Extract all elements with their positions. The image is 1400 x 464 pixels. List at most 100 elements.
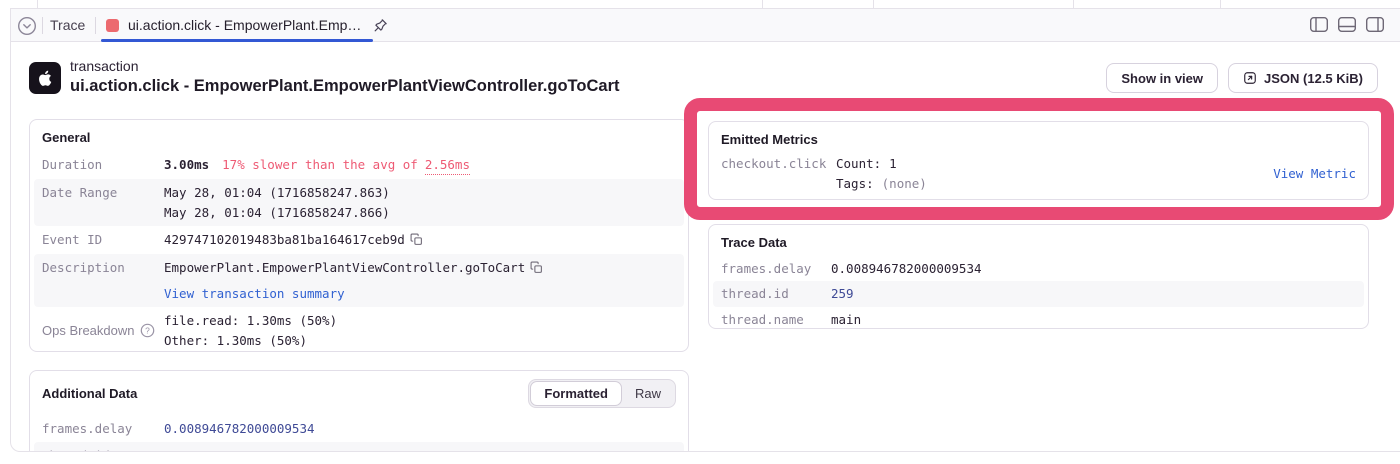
divider	[1220, 0, 1221, 8]
chevron-down-circle-icon	[17, 16, 37, 36]
duration-row: Duration 3.00ms 17% slower than the avg o…	[34, 151, 684, 179]
format-toggle-raw[interactable]: Raw	[634, 386, 661, 401]
show-in-view-label: Show in view	[1121, 70, 1204, 86]
copy-icon	[410, 233, 422, 246]
date-range-end: May 28, 01:04 (1716858247.866)	[164, 204, 390, 220]
table-row: thread.name main	[713, 307, 1364, 332]
additional-row-value: 0.008946782000009534	[164, 421, 315, 436]
layout-toggle-group	[1310, 17, 1384, 32]
additional-row-key: thread.id	[42, 446, 164, 451]
metric-count-value: 1	[889, 156, 897, 171]
average-duration-value[interactable]: 2.56ms	[424, 155, 470, 176]
description-row: Description EmpowerPlant.EmpowerPlantVie…	[34, 253, 684, 308]
show-in-view-button[interactable]: Show in view	[1106, 63, 1219, 93]
view-transaction-summary-link[interactable]: View transaction summary	[164, 285, 345, 301]
divider	[42, 17, 43, 34]
divider	[762, 0, 763, 8]
duration-key: Duration	[42, 157, 103, 172]
ops-breakdown-line1: file.read: 1.30ms (50%)	[164, 313, 338, 329]
active-tab-underline	[101, 39, 373, 42]
copy-event-id-button[interactable]	[410, 233, 423, 246]
trace-data-heading: Trace Data	[721, 235, 787, 250]
pin-tab-button[interactable]	[372, 17, 389, 34]
duration-comparison: 17% slower than the avg of 2.56ms	[222, 155, 470, 176]
event-id-row: Event ID 429747102019483ba81ba164617ceb9…	[34, 226, 684, 253]
trace-row-key: frames.delay	[721, 261, 812, 276]
svg-text:?: ?	[145, 326, 150, 336]
description-key: Description	[42, 259, 125, 275]
date-range-key: Date Range	[42, 185, 118, 201]
tab-transaction-label: ui.action.click - EmpowerPlant.Emp…	[128, 17, 362, 33]
trace-row-value: main	[831, 311, 862, 327]
divider	[95, 17, 96, 34]
description-value: EmpowerPlant.EmpowerPlantViewController.…	[164, 258, 543, 304]
duration-number: 3.00ms	[164, 157, 210, 172]
table-row: thread.id 259	[34, 442, 684, 451]
general-heading: General	[42, 130, 91, 145]
pin-icon	[375, 18, 388, 31]
top-strip	[0, 0, 1400, 8]
event-id-value: 429747102019483ba81ba164617ceb9d	[164, 230, 423, 249]
date-range-start: May 28, 01:04 (1716858247.863)	[164, 185, 390, 201]
help-circle-icon[interactable]: ?	[140, 323, 155, 338]
description-text: EmpowerPlant.EmpowerPlantViewController.…	[164, 259, 526, 275]
collapse-drawer-button[interactable]	[17, 16, 37, 36]
duration-value: 3.00ms 17% slower than the avg of 2.56ms	[164, 155, 470, 176]
trace-row-key: thread.name	[721, 311, 804, 327]
metric-row: checkout.click Count: 1 Tags: (none) Vie…	[709, 153, 1368, 194]
view-metric-link[interactable]: View Metric	[1273, 166, 1356, 181]
general-section: General Duration 3.00ms 17% slower than t…	[29, 119, 689, 352]
metric-name: checkout.click	[721, 156, 827, 171]
layout-panel-left-button[interactable]	[1310, 17, 1328, 32]
emitted-metrics-heading: Emitted Metrics	[721, 132, 818, 147]
trace-data-section: Trace Data frames.delay 0.00894678200000…	[708, 224, 1369, 329]
table-row: thread.id 259	[713, 281, 1364, 307]
event-type-label: transaction	[70, 58, 139, 74]
ops-breakdown-value: file.read: 1.30ms (50%) Other: 1.30ms (5…	[164, 311, 337, 350]
date-range-value: May 28, 01:04 (1716858247.863) May 28, 0…	[164, 183, 390, 222]
divider	[37, 0, 38, 8]
tab-transaction-active[interactable]: ui.action.click - EmpowerPlant.Emp…	[106, 9, 389, 41]
copy-description-button[interactable]	[530, 261, 543, 274]
project-avatar	[29, 62, 61, 94]
emitted-metrics-section: Emitted Metrics checkout.click Count: 1 …	[708, 121, 1369, 200]
table-row: frames.delay 0.008946782000009534	[713, 256, 1364, 281]
ops-breakdown-label: Ops Breakdown	[42, 322, 135, 338]
format-toggle: Formatted Raw	[528, 379, 676, 408]
open-external-icon	[1244, 72, 1256, 84]
transaction-title: ui.action.click - EmpowerPlant.EmpowerPl…	[70, 77, 620, 95]
json-button-label: JSON (12.5 KiB)	[1264, 70, 1363, 86]
panel-left-icon	[1310, 17, 1328, 32]
table-row: frames.delay 0.008946782000009534	[34, 415, 684, 442]
transaction-type-swatch	[106, 18, 119, 32]
divider	[1073, 0, 1074, 8]
date-range-row: Date Range May 28, 01:04 (1716858247.863…	[34, 179, 684, 227]
additional-data-heading: Additional Data	[42, 386, 138, 401]
ops-breakdown-key: Ops Breakdown ?	[42, 321, 164, 341]
trace-drawer-pane: Trace ui.action.click - EmpowerPlant.Emp…	[10, 8, 1400, 452]
json-download-button[interactable]: JSON (12.5 KiB)	[1228, 63, 1378, 93]
trace-row-value: 259	[831, 286, 854, 302]
copy-icon	[530, 261, 543, 273]
event-id-text: 429747102019483ba81ba164617ceb9d	[164, 232, 405, 248]
divider	[873, 0, 874, 8]
format-toggle-formatted[interactable]: Formatted	[530, 381, 622, 406]
panel-right-icon	[1366, 17, 1384, 32]
metric-tags-label: Tags:	[836, 176, 874, 191]
additional-row-value: 259	[164, 446, 187, 451]
event-id-key: Event ID	[42, 232, 103, 248]
ops-breakdown-row: Ops Breakdown ? file.read: 1.30ms (50%) …	[34, 307, 684, 354]
metric-tags-value: (none)	[881, 176, 927, 191]
metric-details: Count: 1 Tags: (none)	[836, 154, 927, 194]
tab-trace[interactable]: Trace	[50, 9, 85, 41]
layout-panel-bottom-button[interactable]	[1338, 17, 1356, 32]
drawer-tab-bar: Trace ui.action.click - EmpowerPlant.Emp…	[11, 9, 1400, 42]
additional-row-key: frames.delay	[42, 421, 133, 436]
layout-panel-right-button[interactable]	[1366, 17, 1384, 32]
tab-trace-label: Trace	[50, 17, 86, 33]
apple-logo-icon	[39, 70, 52, 86]
panel-bottom-icon	[1338, 17, 1356, 32]
ops-breakdown-line2: Other: 1.30ms (50%)	[164, 332, 307, 348]
metric-count-label: Count:	[836, 156, 882, 171]
trace-row-key: thread.id	[721, 286, 789, 302]
